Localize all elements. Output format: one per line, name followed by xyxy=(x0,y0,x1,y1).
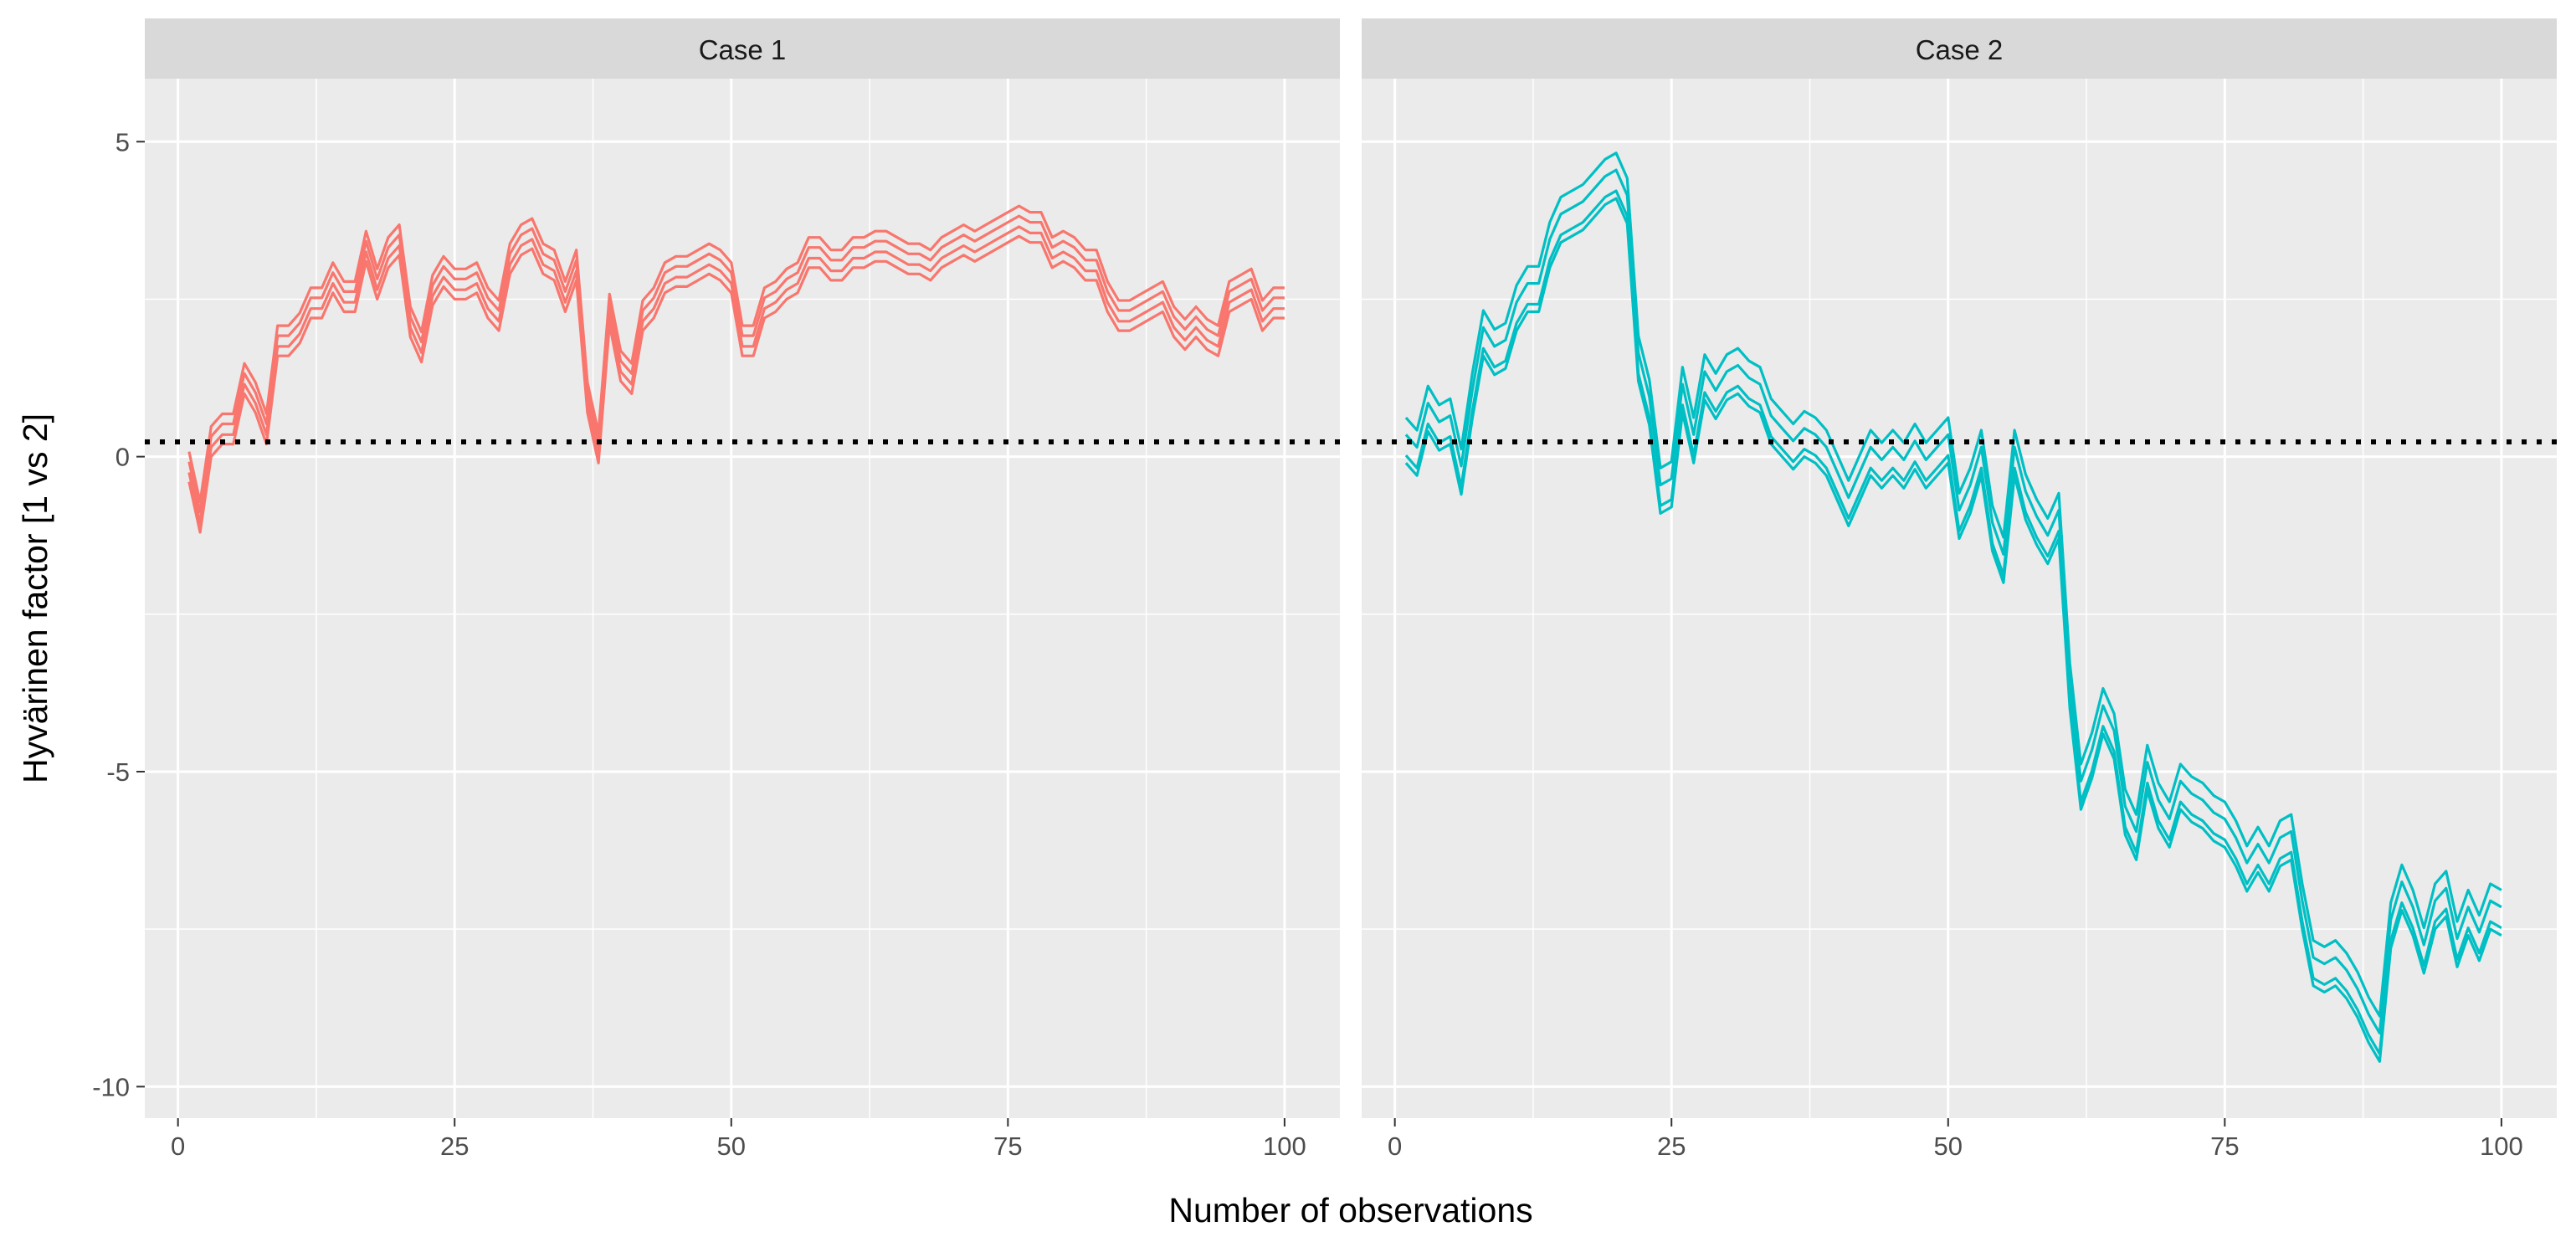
x-tick-label: 75 xyxy=(2210,1132,2239,1161)
x-axis-case-2: 0 25 50 75 100 xyxy=(1388,1118,2523,1161)
x-tick-label: 50 xyxy=(1934,1132,1963,1161)
x-tick-label: 100 xyxy=(2480,1132,2523,1161)
x-tick-label: 50 xyxy=(717,1132,746,1161)
panel-case-2: Case 2 xyxy=(1362,18,2557,1118)
series-line-2 xyxy=(1404,189,2502,1055)
gridlines-case-1 xyxy=(145,79,1340,1118)
plot-background-case-2 xyxy=(1362,79,2557,1118)
strip-background-case-1 xyxy=(145,18,1340,79)
strip-background-case-2 xyxy=(1362,18,2557,79)
x-tick-label: 100 xyxy=(1263,1132,1306,1161)
y-tick-label: 0 xyxy=(115,443,130,472)
y-axis: 5 0 -5 -10 xyxy=(92,127,145,1101)
y-tick-label: -5 xyxy=(106,757,130,787)
x-axis-title: Number of observations xyxy=(1168,1191,1532,1229)
strip-label-case-2: Case 2 xyxy=(1916,34,2004,65)
x-tick-label: 75 xyxy=(993,1132,1022,1161)
gridlines-case-2 xyxy=(1362,79,2557,1118)
series-line-2 xyxy=(187,225,1285,525)
plot-background-case-1 xyxy=(145,79,1340,1118)
x-tick-label: 0 xyxy=(1388,1132,1402,1161)
y-tick-label: 5 xyxy=(115,127,130,157)
series-lines-case-1 xyxy=(187,204,1285,534)
x-axis-case-1: 0 25 50 75 100 xyxy=(171,1118,1306,1161)
y-tick-label: -10 xyxy=(92,1072,130,1101)
series-lines-case-2 xyxy=(1404,151,2502,1063)
series-line-1 xyxy=(187,234,1285,534)
series-line-4 xyxy=(1404,151,2502,1018)
y-axis-title: Hyvärinen factor [1 vs 2] xyxy=(16,413,54,783)
x-tick-label: 25 xyxy=(440,1132,469,1161)
x-tick-label: 25 xyxy=(1657,1132,1686,1161)
strip-label-case-1: Case 1 xyxy=(699,34,787,65)
series-line-3 xyxy=(1404,168,2502,1035)
panel-case-1: Case 1 xyxy=(145,18,1340,1118)
x-tick-label: 0 xyxy=(171,1132,185,1161)
series-line-4 xyxy=(187,204,1285,504)
series-line-3 xyxy=(187,214,1285,514)
